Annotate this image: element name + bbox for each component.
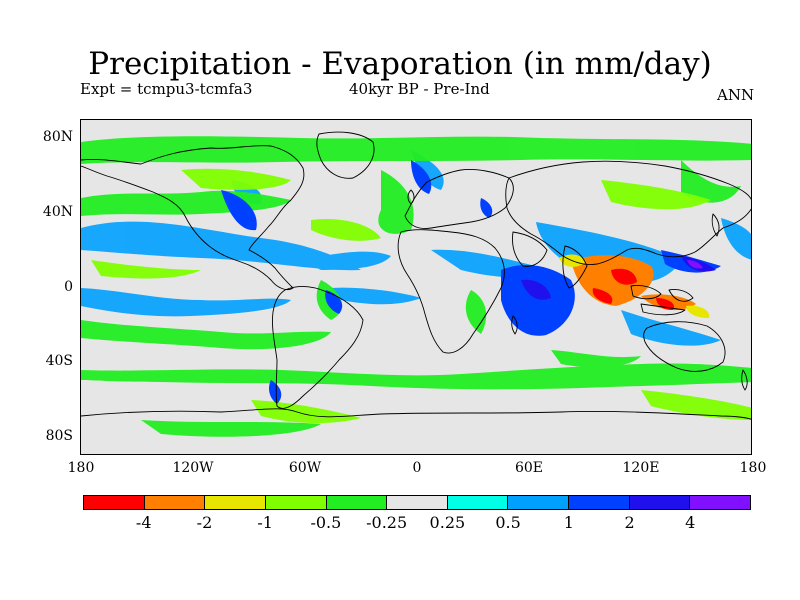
lat-tick-40n: 40N [42, 204, 73, 220]
coastlines [81, 131, 751, 420]
colorbar [83, 495, 751, 510]
colorbar-box [569, 496, 630, 509]
colorbar-box [629, 496, 691, 509]
colorbar-label: 0.5 [495, 513, 521, 532]
coast-australia [643, 321, 726, 372]
extreme-positive-patches [687, 260, 703, 269]
colorbar-box [205, 496, 266, 509]
colorbar-box [690, 496, 751, 509]
lon-tick-120e: 120E [622, 460, 660, 476]
coast-japan [711, 213, 720, 237]
colorbar-box [508, 496, 570, 509]
colorbar-box [144, 496, 206, 509]
weak-negative-patches [91, 168, 751, 424]
coast-uk [407, 189, 415, 205]
coast-arabia [512, 231, 548, 267]
coast-europe [404, 169, 514, 229]
experiment-label: Expt = tcmpu3-tcmfa3 [80, 80, 253, 98]
colorbar-label: 0.25 [429, 513, 466, 532]
colorbar-box [84, 496, 145, 509]
map-plot-area [80, 119, 752, 455]
colorbar-box [387, 496, 448, 509]
coast-south-america [272, 285, 364, 409]
lon-tick-180w: 180 [67, 460, 95, 476]
coast-asia [505, 160, 751, 265]
coast-maritime-continent [630, 285, 694, 316]
colorbar-label: 4 [685, 513, 696, 532]
colorbar-box [326, 496, 388, 509]
coast-north-america [81, 145, 305, 291]
period-label: 40kyr BP - Pre-Ind [349, 80, 490, 98]
coast-antarctica [81, 408, 751, 420]
precip-evap-map [81, 120, 751, 454]
negative-red-patches [592, 268, 675, 310]
coast-india [562, 245, 588, 289]
colorbar-label: -0.25 [366, 513, 408, 532]
lon-tick-60e: 60E [514, 460, 544, 476]
lon-tick-180e: 180 [739, 460, 767, 476]
lon-tick-120w: 120W [172, 460, 214, 476]
colorbar-label: 1 [563, 513, 574, 532]
map-title: Precipitation - Evaporation (in mm/day) [88, 46, 712, 82]
lat-tick-0: 0 [64, 279, 73, 295]
lon-tick-60w: 60W [288, 460, 322, 476]
season-label: ANN [717, 86, 755, 104]
coast-madagascar [511, 315, 518, 335]
lon-tick-0: 0 [412, 460, 422, 476]
colorbar-label: -0.5 [310, 513, 342, 532]
lat-tick-80s: 80S [45, 428, 73, 444]
colorbar-label: -1 [257, 513, 273, 532]
lat-tick-40s: 40S [45, 353, 73, 369]
colorbar-box [265, 496, 327, 509]
colorbar-label: -4 [135, 513, 152, 532]
colorbar-box [447, 496, 509, 509]
coast-new-zealand [741, 369, 748, 391]
coast-greenland [316, 131, 375, 179]
coast-africa [397, 229, 505, 354]
colorbar-label: 2 [624, 513, 635, 532]
colorbar-label: -2 [196, 513, 213, 532]
lat-tick-80n: 80N [42, 129, 73, 145]
